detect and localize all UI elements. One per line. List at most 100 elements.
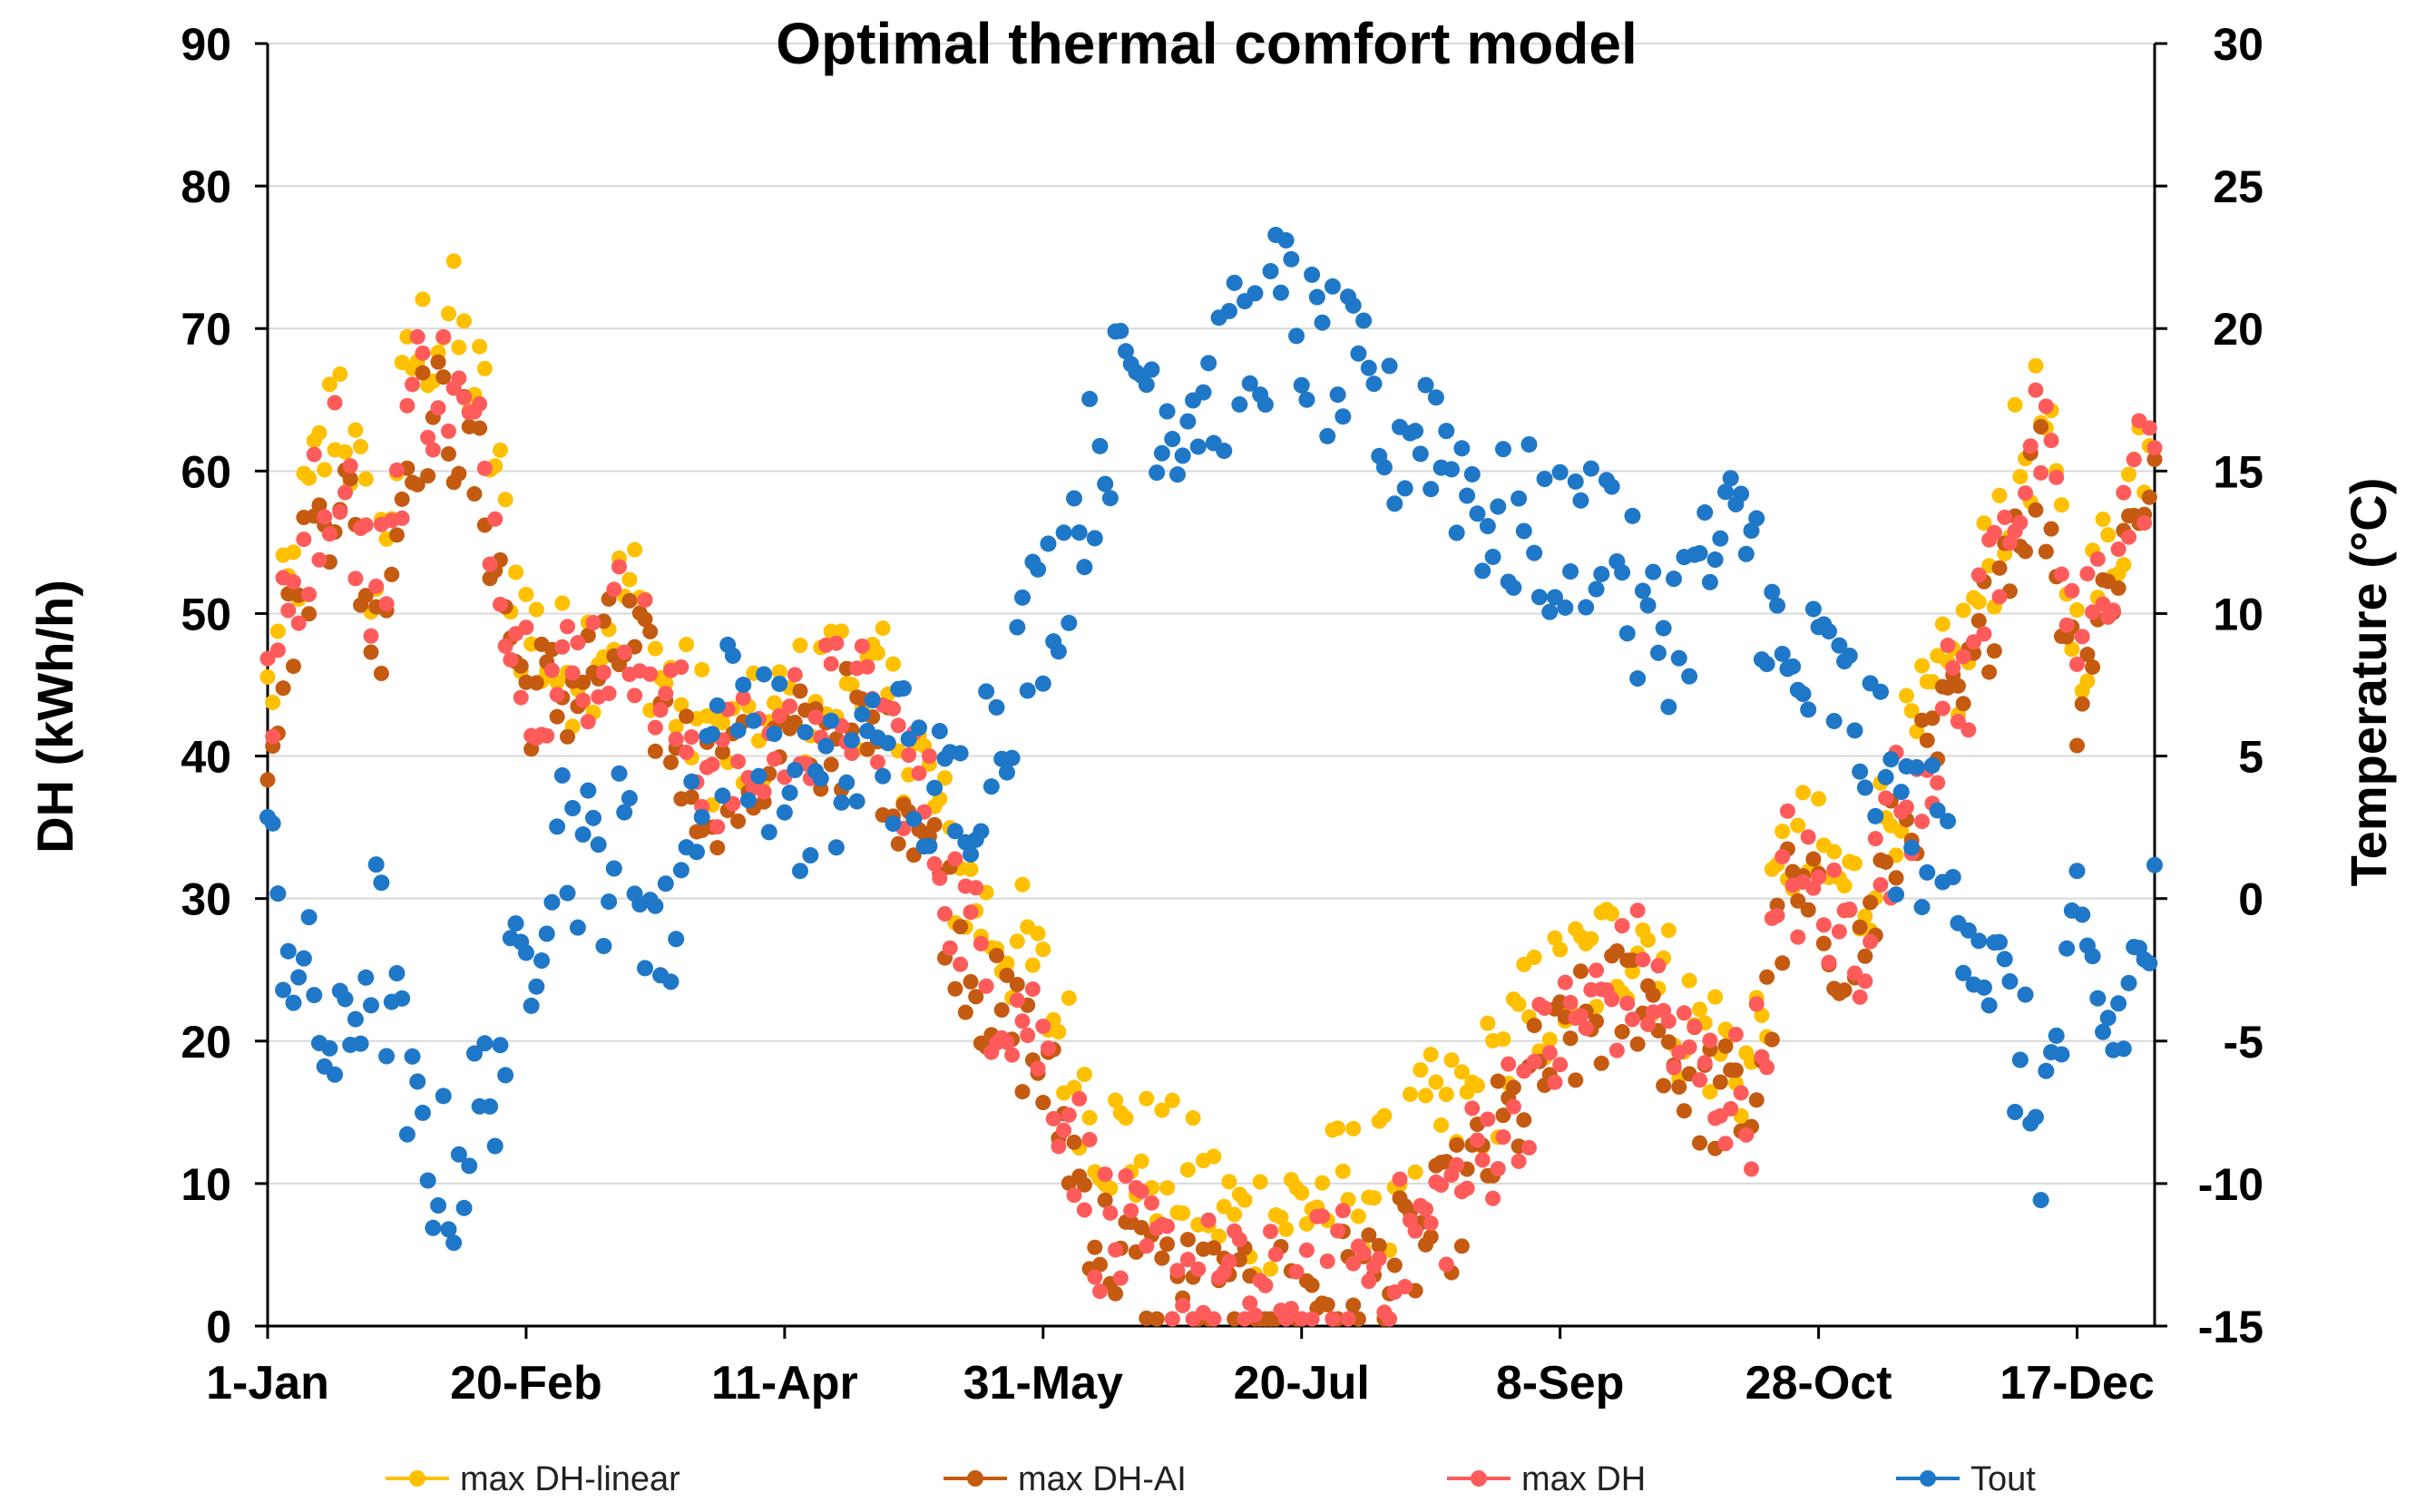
data-point	[823, 656, 839, 672]
data-point	[1164, 1311, 1180, 1327]
data-point	[1790, 817, 1806, 834]
x-tick-label: 17-Dec	[1999, 1357, 2155, 1410]
data-point	[776, 804, 793, 821]
data-point	[1692, 1135, 1708, 1151]
data-point	[507, 915, 524, 932]
data-point	[337, 444, 353, 460]
data-point	[709, 697, 726, 714]
data-point	[2126, 452, 2142, 468]
data-point	[1676, 1005, 1692, 1021]
data-point	[1552, 941, 1569, 958]
data-point	[1474, 562, 1491, 580]
data-point	[1361, 1273, 1377, 1290]
data-point	[2146, 452, 2163, 468]
data-point	[1557, 974, 1573, 990]
data-point	[311, 424, 328, 441]
data-point	[1344, 297, 1362, 314]
data-point	[1505, 579, 1522, 596]
data-point	[963, 861, 979, 877]
data-point	[337, 990, 354, 1008]
data-point	[1701, 573, 1718, 590]
data-point	[1639, 597, 1657, 614]
data-point	[932, 870, 948, 886]
data-point	[1117, 343, 1134, 360]
data-point	[2141, 420, 2157, 436]
data-point	[1051, 1024, 1067, 1040]
data-point	[1288, 1263, 1305, 1280]
data-point	[1526, 544, 1543, 561]
data-point	[290, 969, 308, 986]
data-point	[1872, 683, 1889, 700]
data-point	[953, 919, 969, 935]
data-point	[694, 661, 710, 678]
data-point	[688, 844, 705, 861]
data-point	[1479, 518, 1496, 535]
data-point	[554, 639, 571, 655]
data-point	[1541, 603, 1559, 620]
data-point	[1294, 1185, 1310, 1201]
data-point	[1277, 231, 1295, 249]
data-point	[2033, 464, 2049, 481]
data-point	[1737, 545, 1755, 562]
data-point	[497, 638, 513, 654]
data-point	[321, 1039, 338, 1057]
data-point	[921, 837, 938, 854]
data-point	[1360, 359, 1377, 376]
data-point	[1071, 524, 1088, 541]
data-point	[1727, 1027, 1744, 1043]
data-point	[394, 990, 411, 1007]
data-point	[1841, 647, 1858, 664]
data-point	[2048, 1027, 2065, 1044]
data-point	[1133, 1153, 1149, 1169]
data-point	[1717, 483, 1735, 501]
data-point	[1976, 515, 1992, 532]
data-point	[611, 559, 628, 575]
data-point	[430, 354, 446, 370]
data-point	[704, 726, 721, 743]
data-point	[2053, 1046, 2070, 1063]
data-point	[1014, 1013, 1031, 1029]
data-point	[1185, 1110, 1201, 1127]
y-tick-label: 60	[181, 446, 231, 497]
data-point	[662, 973, 680, 990]
x-tick-label: 20-Feb	[450, 1357, 602, 1410]
data-point	[1991, 487, 2008, 503]
data-point	[347, 571, 364, 587]
data-point	[1179, 1232, 1196, 1248]
data-point	[1970, 612, 1987, 629]
data-point	[1800, 902, 1816, 918]
data-point	[1831, 637, 1848, 654]
data-point	[347, 1010, 364, 1028]
data-point	[838, 774, 856, 791]
data-point	[275, 680, 291, 697]
data-point	[2053, 497, 2069, 513]
data-point	[425, 1219, 442, 1236]
data-point	[497, 492, 513, 508]
data-point	[2001, 973, 2019, 990]
data-point	[414, 1104, 431, 1121]
data-point	[2048, 469, 2065, 485]
data-point	[440, 1221, 457, 1238]
data-point	[2141, 954, 2158, 971]
data-point	[1567, 473, 1584, 490]
data-point	[642, 666, 659, 682]
data-point	[1863, 933, 1879, 950]
data-point	[1009, 619, 1026, 636]
data-point	[999, 1034, 1015, 1050]
data-point	[1237, 1192, 1253, 1208]
data-point	[1981, 664, 1998, 680]
data-point	[1035, 1018, 1051, 1034]
data-point	[1102, 1180, 1119, 1196]
y-tick-label: 10	[181, 1159, 231, 1210]
data-point	[2032, 1192, 2049, 1209]
data-point	[347, 422, 364, 438]
data-point	[1815, 935, 1832, 951]
data-point	[875, 767, 892, 785]
data-point	[704, 756, 720, 773]
data-point	[668, 718, 684, 735]
data-point	[1919, 732, 1935, 748]
data-point	[1666, 1059, 1682, 1076]
data-point	[523, 997, 540, 1014]
data-point	[1511, 1153, 1527, 1169]
data-point	[1877, 768, 1894, 785]
